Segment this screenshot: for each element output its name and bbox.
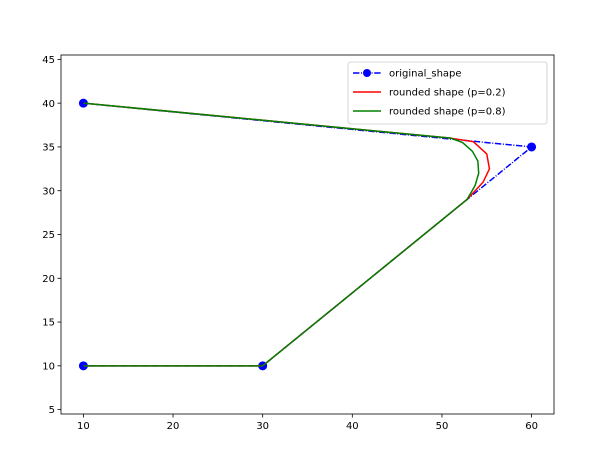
y-tick-label: 15: [42, 318, 55, 329]
y-tick-label: 30: [42, 186, 55, 197]
y-tick-label: 5: [49, 405, 55, 416]
legend-box: [347, 61, 548, 125]
x-tick-label: 50: [436, 421, 449, 432]
x-tick-label: 20: [167, 421, 180, 432]
y-tick-label: 25: [42, 230, 55, 241]
series-line-rounded-shape-p-0-8: [83, 102, 480, 367]
legend-marker: [363, 69, 371, 77]
data-point: [527, 142, 537, 152]
series-rounded-shape-p-0-8: [83, 102, 480, 367]
y-tick-label: 40: [42, 99, 55, 110]
legend-entry-rounded-shape-p-0-2: rounded shape (p=0.2): [353, 88, 506, 99]
legend-entry-rounded-shape-p-0-8: rounded shape (p=0.8): [353, 107, 506, 118]
legend-label: original_shape: [389, 69, 462, 80]
series-layer: [78, 98, 537, 371]
x-tick-label: 30: [256, 421, 269, 432]
y-tick-label: 20: [42, 274, 55, 285]
y-tick-label: 45: [42, 55, 55, 66]
axis-layer: 10 20 30 40 50 60 5 10 15 20 25 30 35 40 45: [42, 55, 538, 432]
y-tick-label: 10: [42, 361, 55, 372]
x-tick-label: 10: [77, 421, 90, 432]
x-tick-label: 60: [525, 421, 538, 432]
y-tick-label: 35: [42, 143, 55, 154]
legend-label: rounded shape (p=0.8): [389, 107, 506, 118]
legend-label: rounded shape (p=0.2): [389, 88, 506, 99]
legend-entry-original-shape: original_shape: [353, 69, 462, 80]
x-tick-label: 40: [346, 421, 359, 432]
